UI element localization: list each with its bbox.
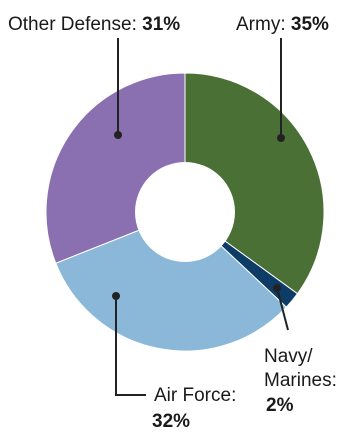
label-navy-line1: Navy/ [264, 346, 313, 367]
donut-slices [45, 72, 325, 352]
leader-dot-other-defense [114, 131, 122, 139]
value-air-force: 32% [152, 411, 190, 432]
leader-line-air-force [115, 296, 146, 396]
label-army: Army: 35% [236, 14, 329, 35]
slice-army [184, 72, 325, 295]
leader-dot-army [277, 134, 285, 142]
value-navy: 2% [266, 395, 294, 416]
label-other-defense: Other Defense: 31% [8, 14, 180, 35]
slice-air-force [55, 211, 288, 352]
label-navy-line2: Marines: [264, 370, 337, 391]
donut-hole [135, 162, 235, 262]
leader-dot-navy [273, 284, 281, 292]
label-air-force: Air Force: [154, 385, 236, 406]
leader-line-navy [276, 287, 289, 331]
leader-dot-air-force [112, 292, 120, 300]
